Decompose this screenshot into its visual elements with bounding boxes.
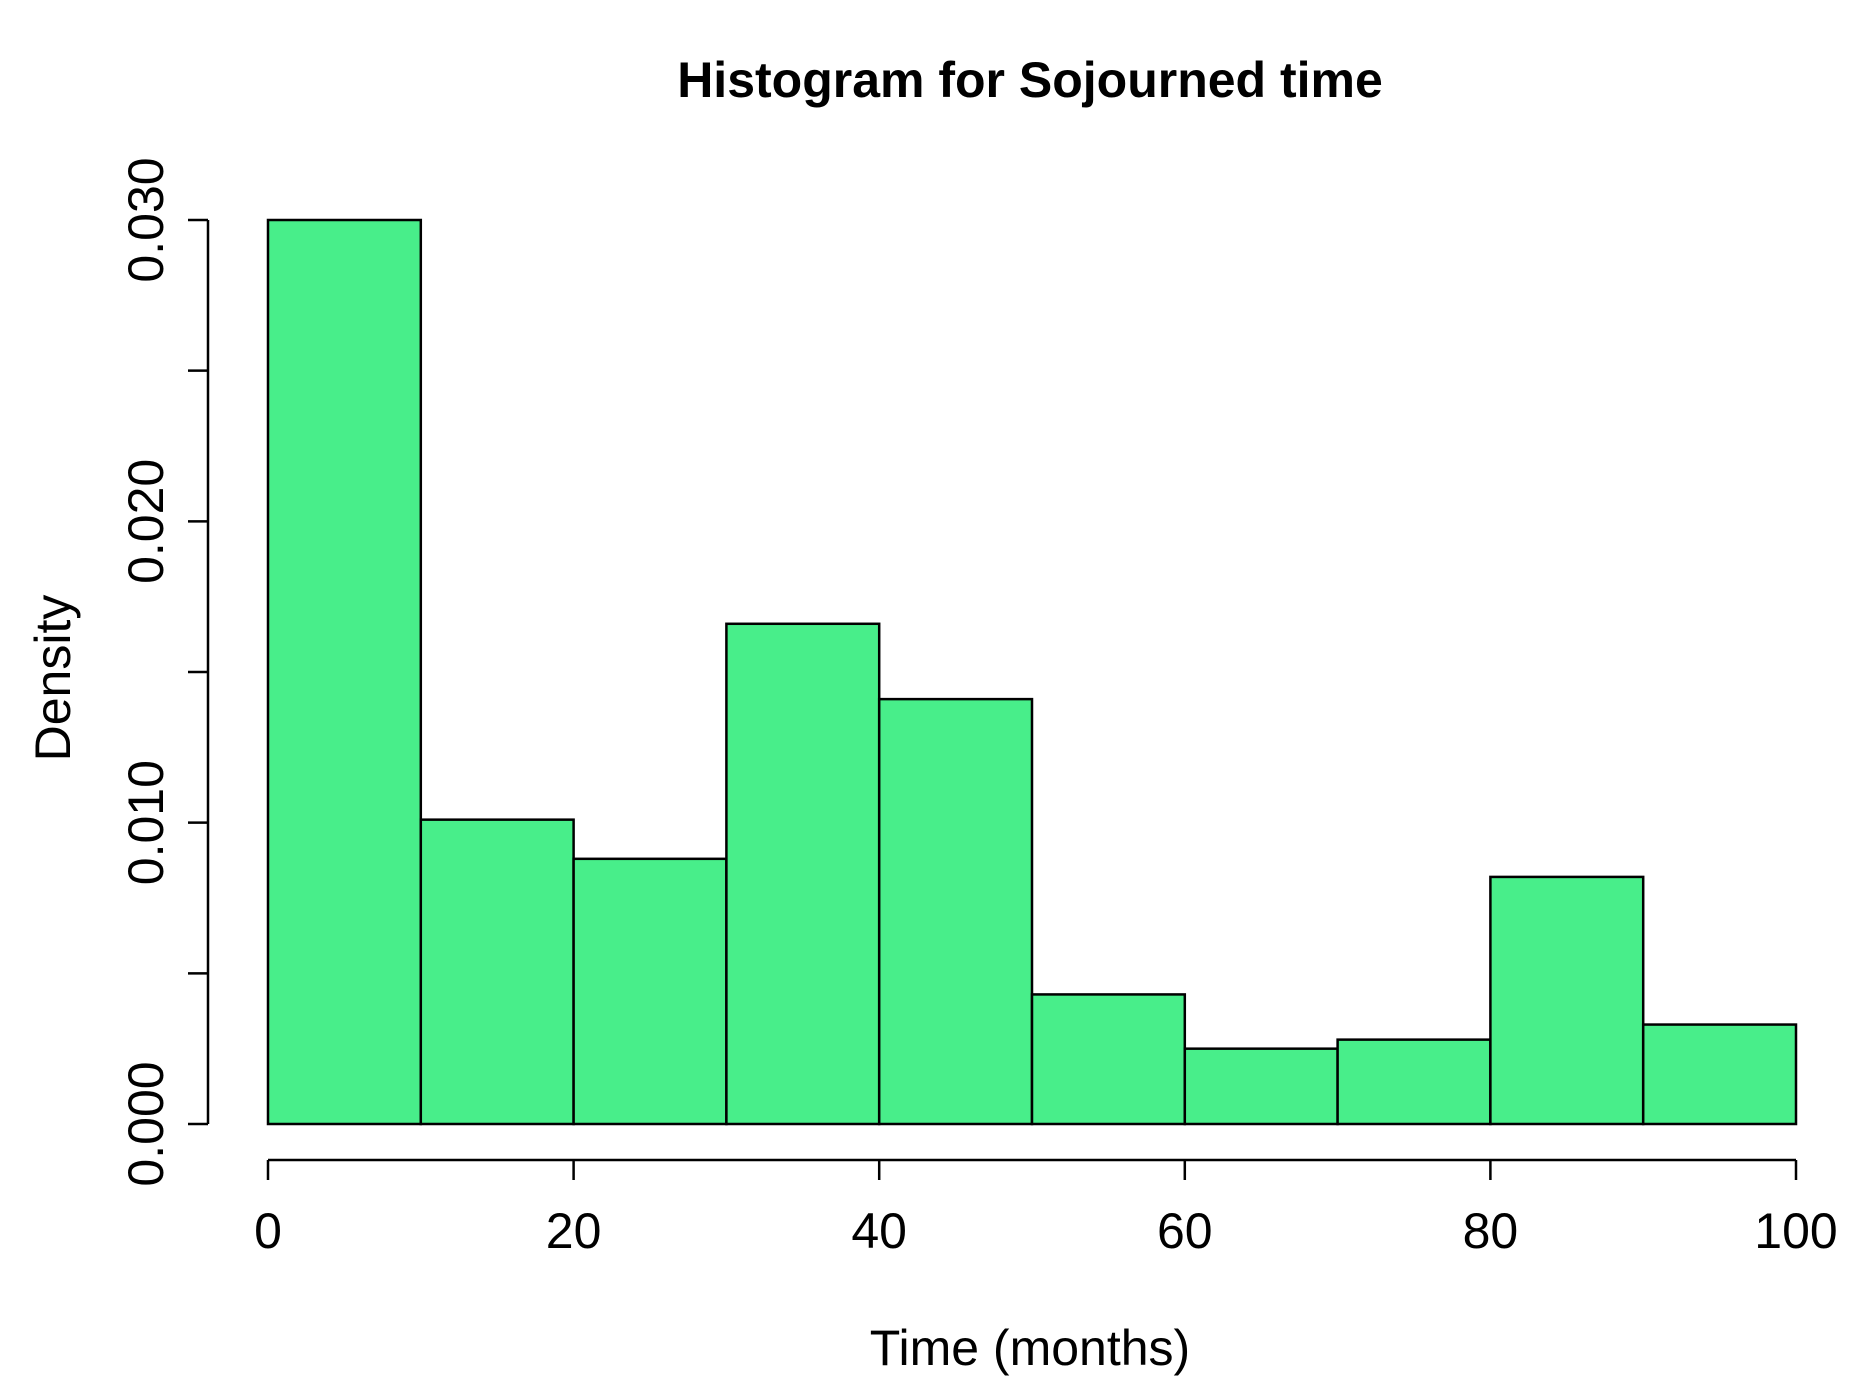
y-tick-label: 0.030 bbox=[118, 157, 174, 282]
y-tick-label: 0.010 bbox=[118, 760, 174, 885]
x-tick-label: 20 bbox=[546, 1203, 602, 1259]
y-axis: 0.000 0.010 0.020 0.030 bbox=[118, 157, 210, 1187]
bars-group bbox=[266, 218, 1798, 1126]
histogram-bar bbox=[1183, 1047, 1339, 1126]
histogram-bar bbox=[1489, 875, 1645, 1126]
x-tick-label: 80 bbox=[1463, 1203, 1519, 1259]
y-tick-label: 0.000 bbox=[118, 1061, 174, 1186]
histogram-bar bbox=[572, 857, 728, 1126]
histogram-bar bbox=[419, 818, 575, 1126]
y-tick-label: 0.020 bbox=[118, 459, 174, 584]
histogram-bar bbox=[1336, 1038, 1492, 1126]
histogram-bar bbox=[1030, 993, 1187, 1126]
histogram-bar bbox=[266, 218, 423, 1126]
x-axis-label: Time (months) bbox=[870, 1320, 1190, 1376]
y-axis-label: Density bbox=[25, 595, 81, 762]
chart-title: Histogram for Sojourned time bbox=[677, 52, 1383, 108]
x-tick-label: 60 bbox=[1157, 1203, 1213, 1259]
x-tick-label: 100 bbox=[1754, 1203, 1837, 1259]
histogram-bar bbox=[1641, 1023, 1798, 1126]
x-axis: 0 20 40 60 80 100 bbox=[254, 1158, 1838, 1259]
x-tick-label: 40 bbox=[851, 1203, 907, 1259]
histogram-bar bbox=[725, 622, 881, 1126]
x-tick-label: 0 bbox=[254, 1203, 282, 1259]
histogram-bar bbox=[877, 697, 1034, 1126]
